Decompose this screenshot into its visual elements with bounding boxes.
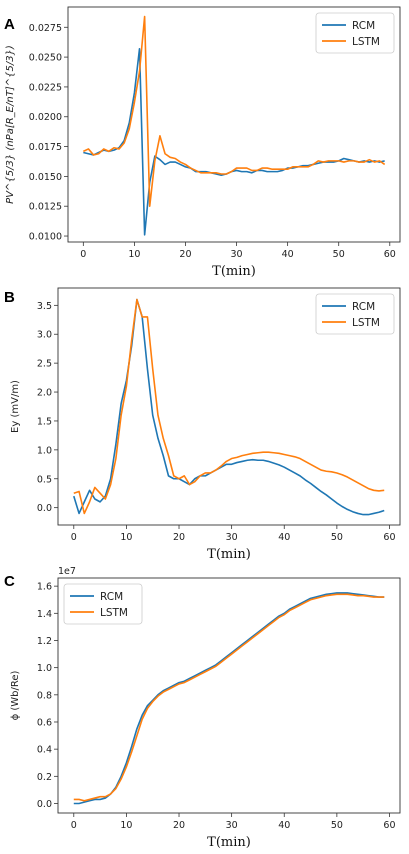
x-tick-label: 60: [383, 532, 395, 543]
x-tick-label: 40: [282, 249, 294, 260]
y-tick-label: 0.0175: [29, 142, 62, 153]
y-tick-label: 0.0200: [29, 112, 62, 123]
panel-c: C 0 10 20 30 40 50 60 0.0 0.2 0.4 0.6 0.8 1.0 1.2 1.4 1.…: [4, 566, 401, 850]
x-tick-label: 50: [333, 249, 345, 260]
panel-label: B: [4, 289, 15, 306]
y-tick-label: 0.0275: [29, 23, 62, 34]
series-line-rcm: [73, 592, 385, 805]
y-axis-label: ϕ (Wb/Re): [10, 670, 21, 720]
panel-label: A: [4, 16, 15, 33]
x-tick-label: 10: [120, 820, 132, 831]
legend-label: LSTM: [100, 607, 128, 619]
y-tick-label: 2.0: [37, 388, 52, 399]
y-tick-label: 1.6: [37, 582, 52, 593]
legend-label: RCM: [352, 301, 375, 313]
x-tick-label: 60: [383, 820, 395, 831]
x-tick-label: 0: [71, 820, 77, 831]
panel-label: C: [4, 573, 15, 590]
x-tick-label: 60: [384, 249, 396, 260]
x-tick-label: 20: [173, 532, 185, 543]
y-tick-label: 0.0150: [29, 172, 62, 183]
plot-frame: [57, 287, 401, 526]
x-tick-label: 30: [226, 532, 238, 543]
y-offset-label: 1e7: [58, 566, 76, 577]
x-tick-label: 40: [278, 532, 290, 543]
y-axis-label: PV^{5/3} (nPa[R_E/nT]^{5/3}): [5, 45, 16, 204]
x-tick-label: 50: [331, 532, 343, 543]
x-axis-label: T(min): [212, 264, 256, 279]
x-tick-label: 30: [226, 820, 238, 831]
x-tick-label: 10: [120, 532, 132, 543]
y-tick-label: 0.6: [37, 717, 52, 728]
y-tick-label: 0.2: [37, 772, 52, 783]
x-tick-label: 0: [80, 249, 86, 260]
y-tick-label: 1.0: [37, 445, 52, 456]
y-tick-label: 0.0250: [29, 53, 62, 64]
y-tick-label: 3.5: [37, 301, 52, 312]
y-tick-label: 1.5: [37, 416, 52, 427]
legend: RCM LSTM: [315, 293, 395, 335]
panel-b: B 0 10 20 30 40 50 60 0.0 0.5 1.0 1.5 2.0 2.5 3.0 3.5 T(…: [4, 287, 401, 562]
plot-frame: [67, 6, 401, 243]
plot-frame: [57, 577, 401, 814]
series-line-lstm: [73, 298, 385, 515]
legend: RCM LSTM: [315, 12, 395, 54]
x-axis-label: T(min): [207, 835, 251, 850]
x-tick-label: 20: [179, 249, 191, 260]
y-tick-label: 0.0100: [29, 232, 62, 243]
y-tick-label: 0.0125: [29, 202, 62, 213]
legend-label: RCM: [352, 20, 375, 32]
legend-box: [315, 12, 395, 54]
series-line-lstm: [73, 593, 385, 802]
y-tick-label: 1.4: [37, 609, 52, 620]
legend-box: [315, 293, 395, 335]
x-tick-label: 10: [128, 249, 140, 260]
y-tick-label: 3.0: [37, 330, 52, 341]
x-tick-label: 0: [71, 532, 77, 543]
y-tick-label: 0.0: [37, 503, 52, 514]
legend: RCM LSTM: [63, 583, 143, 625]
x-tick-label: 20: [173, 820, 185, 831]
y-tick-label: 2.5: [37, 359, 52, 370]
x-tick-label: 50: [331, 820, 343, 831]
series-line-rcm: [73, 298, 385, 516]
y-axis-label: Ey (mV/m): [10, 380, 21, 433]
legend-label: LSTM: [352, 317, 380, 329]
y-tick-label: 0.8: [37, 690, 52, 701]
x-axis-label: T(min): [207, 547, 251, 562]
x-tick-label: 40: [278, 820, 290, 831]
legend-label: LSTM: [352, 36, 380, 48]
legend-box: [63, 583, 143, 625]
legend-label: RCM: [100, 591, 123, 603]
y-tick-label: 0.5: [37, 474, 52, 485]
y-tick-label: 0.0225: [29, 82, 62, 93]
series-line-lstm: [82, 15, 386, 208]
panel-a: A 0 10 20 30 40 50 60 0.0100 0.0125 0.0150 0.0175 0.…: [4, 6, 401, 279]
x-tick-label: 30: [231, 249, 243, 260]
y-tick-label: 0.0: [37, 799, 52, 810]
y-tick-label: 0.4: [37, 745, 52, 756]
y-tick-label: 1.2: [37, 636, 52, 647]
y-tick-label: 1.0: [37, 663, 52, 674]
series-line-rcm: [83, 47, 385, 236]
